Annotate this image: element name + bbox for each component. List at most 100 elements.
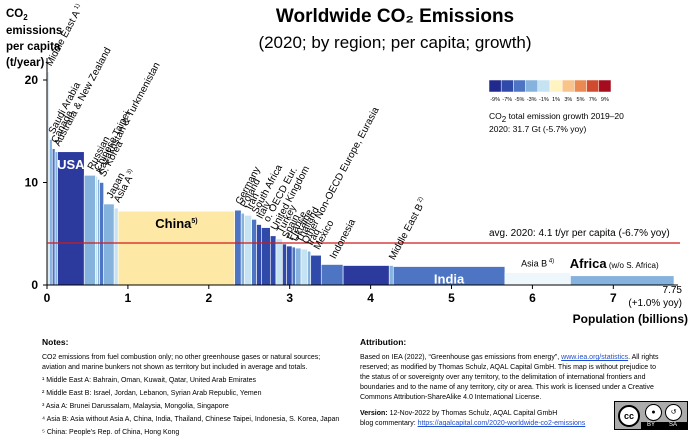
x-tick-label: 1 bbox=[125, 291, 132, 305]
bar bbox=[103, 203, 115, 286]
note-paragraph: ² Middle East B: Israel, Jordan, Lebanon… bbox=[42, 390, 262, 397]
x-tick-label: 5 bbox=[448, 291, 455, 305]
bar bbox=[300, 248, 308, 286]
x-axis-label: Population (billions) bbox=[572, 312, 688, 326]
y-label-emissions: emissions bbox=[6, 25, 63, 37]
color-scale-tick: -9% bbox=[490, 97, 500, 103]
bar-label-inside: USA bbox=[57, 157, 85, 172]
color-scale-swatch bbox=[513, 79, 526, 93]
bar-label-inside: China5) bbox=[155, 216, 197, 231]
bar bbox=[244, 215, 252, 286]
y-tick-label: 10 bbox=[25, 176, 39, 190]
source-suffix: . All rights reserved; as modified by Th… bbox=[360, 354, 659, 371]
bar bbox=[261, 227, 271, 286]
color-scale-tick: -3% bbox=[527, 97, 537, 103]
population-end-note: 7.75 (+1.0% yoy) bbox=[622, 284, 682, 310]
bar bbox=[113, 207, 119, 286]
bar-label-africa: Africa (w/o S. Africa) bbox=[570, 256, 659, 271]
attribution-source: Based on IEA (2022), “Greenhouse gas emi… bbox=[360, 353, 660, 403]
bar bbox=[286, 245, 293, 286]
notes-body: CO2 emissions from fuel combustion only;… bbox=[42, 353, 342, 441]
iea-link[interactable]: www.iea.org/statistics bbox=[561, 354, 629, 361]
cc-badge-text: BY SA bbox=[641, 422, 687, 429]
bar bbox=[99, 182, 104, 286]
bar bbox=[256, 224, 262, 286]
bar bbox=[240, 212, 245, 286]
version-text: 12-Nov-2022 by Thomas Schulz, AQAL Capit… bbox=[387, 410, 558, 417]
bar-label-note: 3) bbox=[125, 168, 134, 177]
scale-caption-co: CO bbox=[489, 111, 502, 121]
bar bbox=[342, 265, 390, 286]
y-label-unit: (t/year) bbox=[6, 57, 45, 69]
color-scale-swatch bbox=[500, 79, 514, 93]
bar bbox=[49, 139, 53, 286]
x-tick-label: 7 bbox=[610, 291, 617, 305]
population-growth: (+1.0% yoy) bbox=[628, 298, 682, 309]
blog-link[interactable]: https://aqalcapital.com/2020-worldwide-c… bbox=[417, 420, 586, 427]
note-paragraph: ⁵ China: People's Rep. of China, Hong Ko… bbox=[42, 429, 180, 436]
y-axis-label: CO2 emissions per capita (t/year) bbox=[6, 6, 86, 71]
bar-label-note: 4) bbox=[547, 259, 554, 265]
bar bbox=[251, 219, 257, 286]
color-scale-swatch bbox=[488, 79, 502, 93]
attribution-body: Based on IEA (2022), “Greenhouse gas emi… bbox=[360, 353, 660, 435]
bar bbox=[51, 148, 56, 286]
y-label-per-capita: per capita bbox=[6, 41, 61, 53]
color-scale-tick: -5% bbox=[515, 97, 525, 103]
note-paragraph: CO2 emissions from fuel combustion only;… bbox=[42, 354, 321, 371]
chart-title: Worldwide CO₂ Emissions bbox=[275, 6, 515, 27]
color-scale-tick: 7% bbox=[589, 97, 597, 103]
bar-label-asia-b: Asia B 4) bbox=[521, 259, 554, 269]
version-label: Version: bbox=[360, 410, 388, 417]
note-paragraph: ⁴ Asia B: Asia without Asia A, China, In… bbox=[42, 416, 340, 423]
x-tick-label: 2 bbox=[205, 291, 212, 305]
color-scale-caption: CO2 total emission growth 2019–20 2020: … bbox=[489, 110, 679, 135]
attribution-heading: Attribution: bbox=[360, 337, 407, 347]
scale-caption-growth: total emission growth 2019–20 bbox=[506, 111, 624, 121]
bar-label-note: 5) bbox=[191, 218, 197, 225]
color-scale-tick: -7% bbox=[502, 97, 512, 103]
bar bbox=[97, 179, 100, 286]
attribution-disclaimer: This map is without prejudice to the sta… bbox=[360, 364, 656, 391]
bar bbox=[310, 254, 322, 286]
cc-icon: cc bbox=[618, 405, 640, 427]
color-scale-swatch bbox=[549, 79, 563, 93]
scale-caption-total: 2020: 31.7 Gt (-5.7% yoy) bbox=[489, 124, 587, 134]
attribution-license: This work is licensed under a Creative C… bbox=[360, 384, 654, 401]
share-alike-icon: ↺ bbox=[665, 404, 682, 421]
note-paragraph: ³ Asia A: Brunei Darussalam, Malaysia, M… bbox=[42, 403, 229, 410]
color-scale-swatch bbox=[525, 79, 539, 93]
cc-license-badge[interactable]: cc ● ↺ BY SA bbox=[614, 401, 688, 430]
bar bbox=[95, 176, 98, 286]
bar bbox=[291, 246, 296, 286]
blog-prefix: blog commentary: bbox=[360, 420, 418, 427]
attribution-person-icon: ● bbox=[645, 404, 662, 421]
bar bbox=[307, 250, 312, 286]
bar-label-suffix: (w/o S. Africa) bbox=[607, 261, 659, 270]
x-tick-label: 0 bbox=[44, 291, 51, 305]
population-end-value: 7.75 bbox=[662, 285, 682, 296]
bar bbox=[320, 264, 344, 286]
bar bbox=[83, 175, 96, 286]
x-tick-label: 3 bbox=[286, 291, 293, 305]
y-tick-label: 0 bbox=[31, 278, 38, 292]
bar bbox=[275, 238, 283, 286]
notes-heading: Notes: bbox=[42, 337, 69, 347]
color-scale-tick: 1% bbox=[552, 97, 560, 103]
bar-label-note: 1) bbox=[73, 3, 82, 12]
color-scale-swatch bbox=[586, 79, 600, 93]
source-prefix: Based on IEA (2022), “Greenhouse gas emi… bbox=[360, 354, 562, 361]
bar bbox=[295, 247, 302, 286]
chart-subtitle: (2020; by region; per capita; growth) bbox=[258, 33, 532, 52]
color-scale-tick: -1% bbox=[539, 97, 549, 103]
bar bbox=[388, 265, 394, 286]
color-scale-swatch bbox=[561, 79, 575, 93]
emissions-chart: 0 10 20 0 1 2 3 4 5 6 7 -9% -7% -5% -3% -1% 1% 3% 5% 7% 9% Mi… bbox=[25, 3, 680, 305]
bar-label: Other Non-OECD Europe, Eurasia bbox=[300, 105, 382, 246]
note-paragraph: ¹ Middle East A: Bahrain, Oman, Kuwait, … bbox=[42, 377, 256, 384]
bar-label: Middle East B 2) bbox=[387, 196, 429, 262]
bar bbox=[234, 209, 242, 286]
x-tick-label: 6 bbox=[529, 291, 536, 305]
color-scale-tick: 5% bbox=[577, 97, 585, 103]
